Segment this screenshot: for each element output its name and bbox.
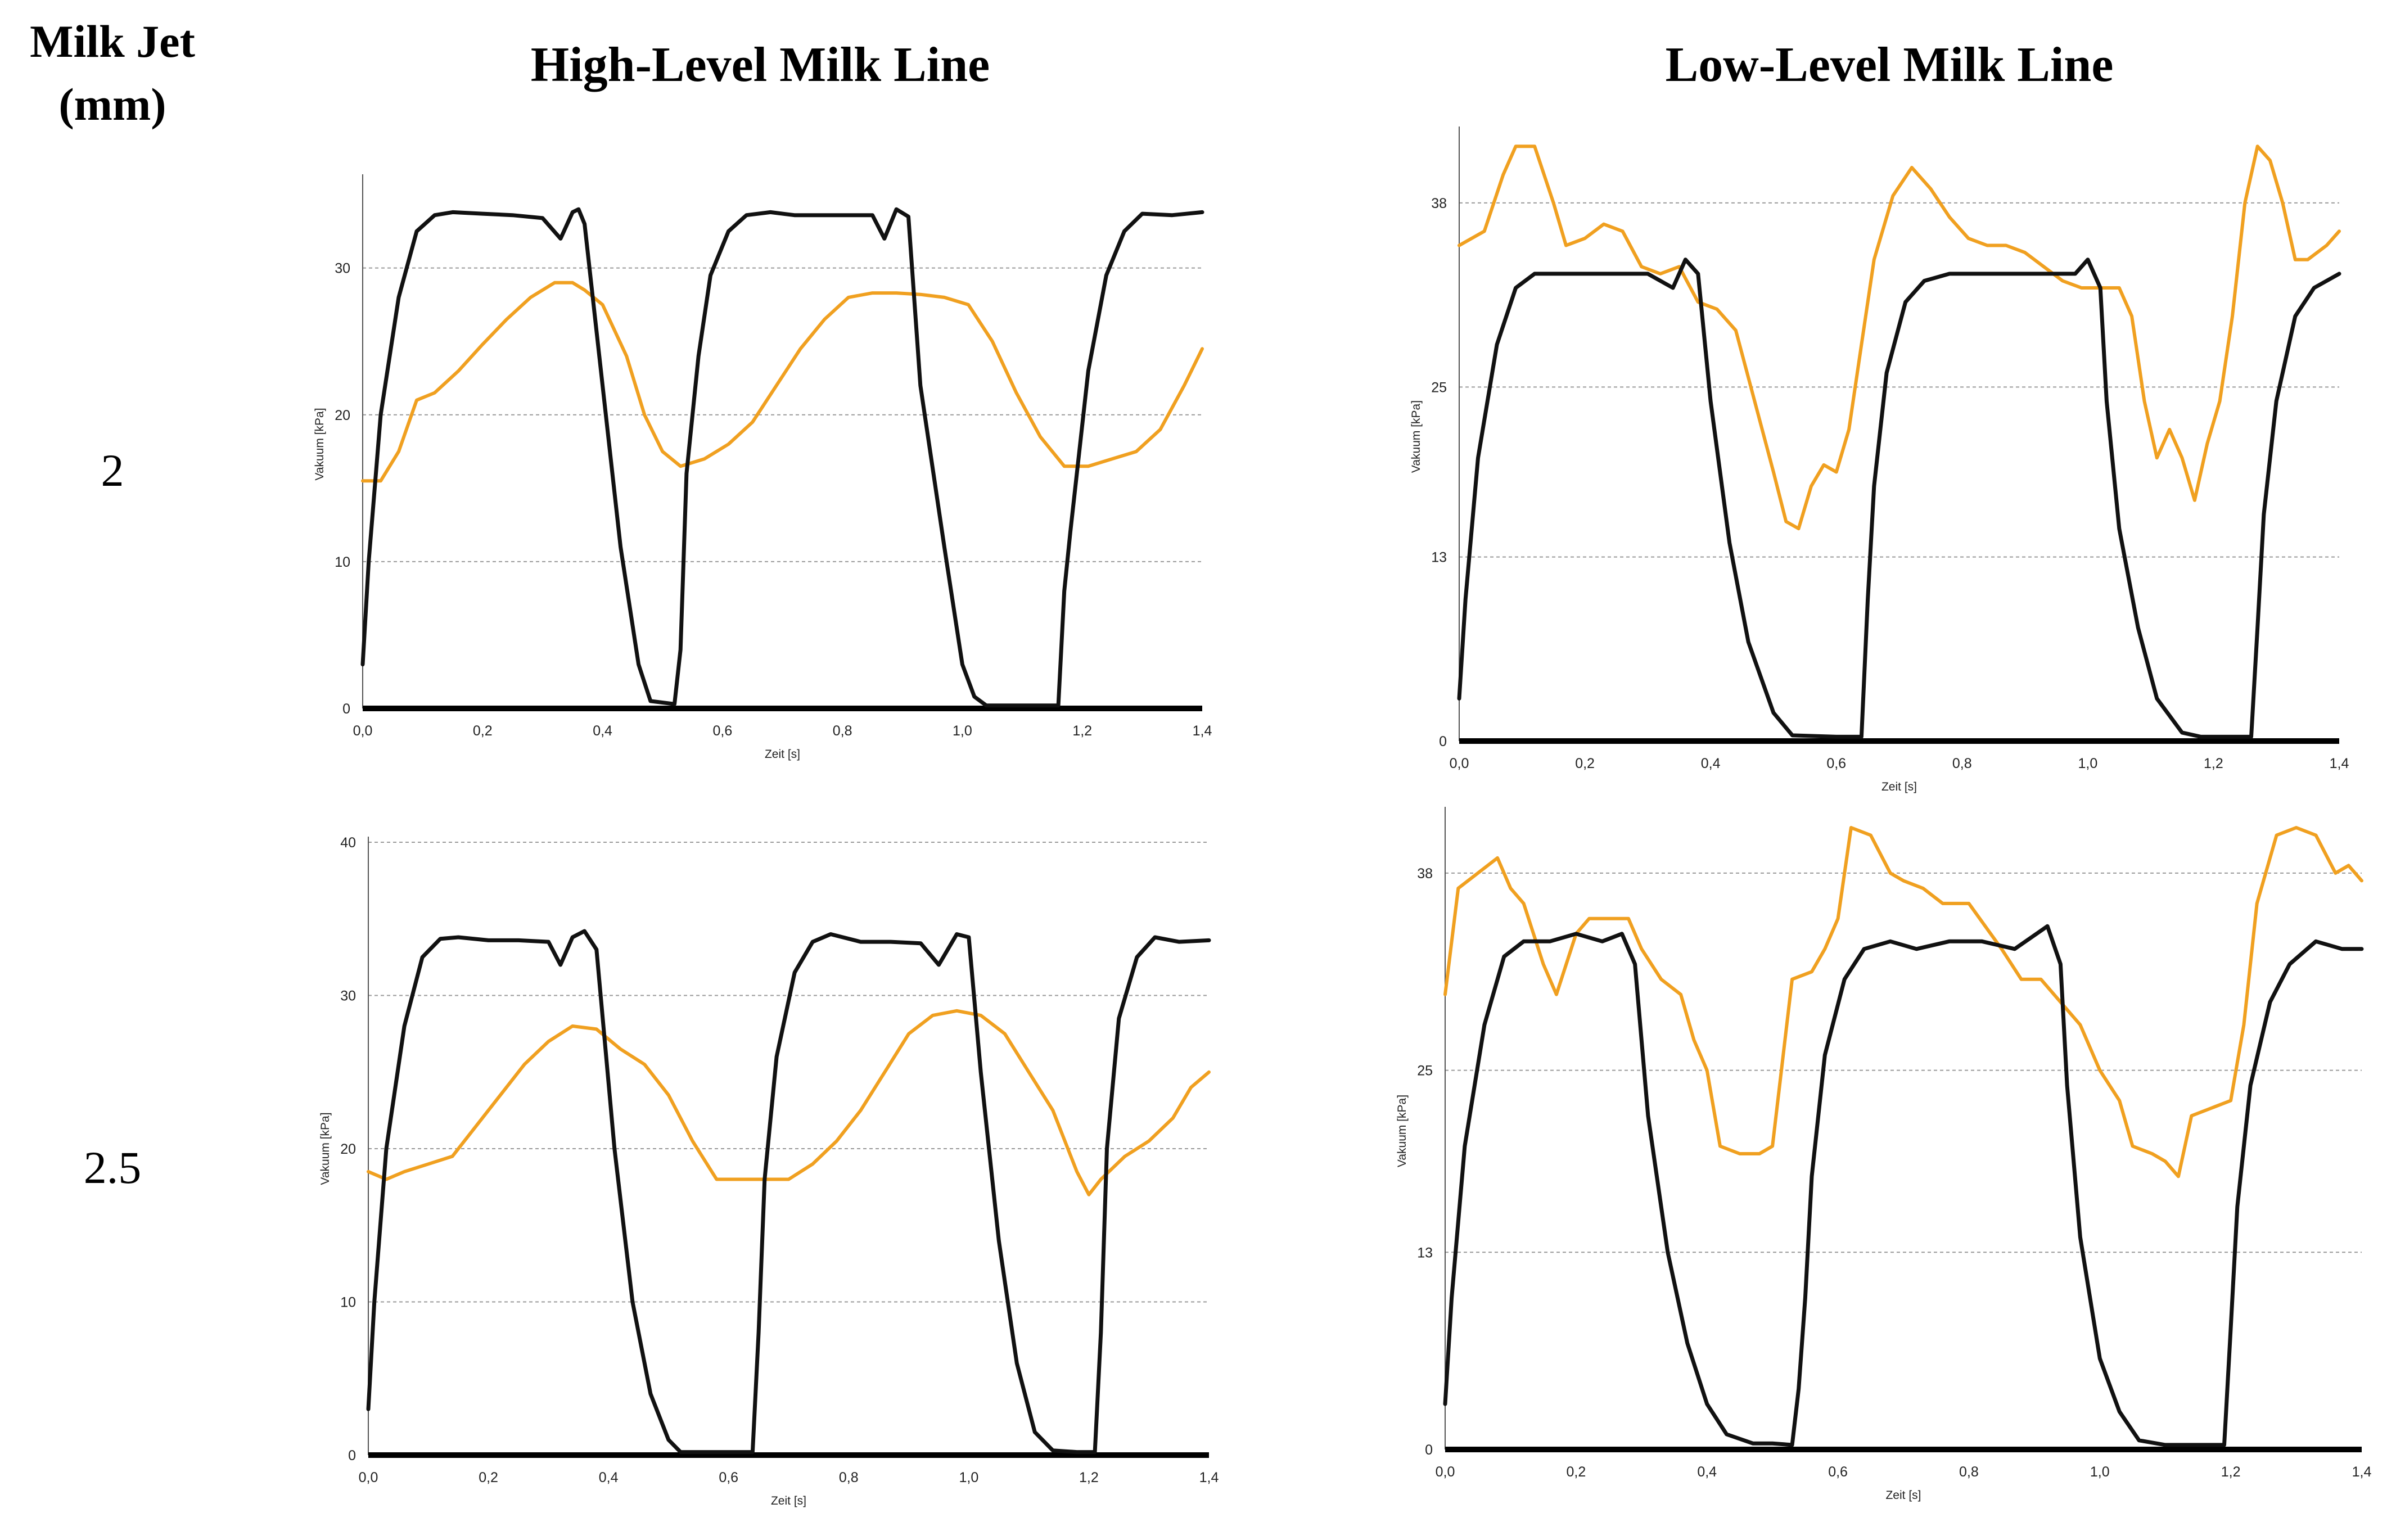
- x-tick-label: 0,0: [359, 1470, 378, 1485]
- y-tick-label: 38: [1417, 866, 1433, 882]
- x-tick-label: 1,0: [2090, 1464, 2110, 1480]
- y-tick-label: 25: [1431, 380, 1447, 395]
- y-tick-label: 0: [342, 701, 350, 717]
- series-line-milk: [1443, 826, 2363, 1178]
- x-tick-label: 0,0: [1450, 756, 1469, 771]
- x-tick-label: 0,2: [1566, 1464, 1586, 1480]
- column-title-high-level: High-Level Milk Line: [530, 38, 990, 92]
- y-tick-label: 25: [1417, 1063, 1433, 1079]
- x-tick-label: 0,8: [1952, 756, 1972, 771]
- x-tick-label: 1,4: [2352, 1464, 2372, 1480]
- x-tick-label: 1,4: [1199, 1470, 1219, 1485]
- row-label-2mm: 2: [101, 445, 124, 496]
- y-tick-label: 20: [335, 408, 350, 423]
- series-line-milk: [1458, 144, 2341, 531]
- y-tick-label: 10: [335, 554, 350, 570]
- y-axis-label: Vakuum [kPa]: [319, 1112, 332, 1185]
- x-tick-label: 0,4: [593, 723, 612, 739]
- x-axis-label: Zeit [s]: [771, 1494, 806, 1507]
- row-header: Milk Jet (mm): [0, 10, 225, 136]
- series-line-pulsation: [1457, 258, 2341, 739]
- y-tick-label: 10: [340, 1295, 356, 1311]
- x-tick-label: 1,0: [2078, 756, 2097, 771]
- y-tick-label: 30: [340, 988, 356, 1004]
- x-tick-label: 0,8: [839, 1470, 859, 1485]
- x-tick-label: 0,0: [1436, 1464, 1455, 1480]
- y-tick-label: 40: [340, 835, 356, 851]
- x-tick-label: 0,6: [719, 1470, 738, 1485]
- x-axis-label: Zeit [s]: [765, 748, 800, 761]
- row-label-2-5mm: 2.5: [83, 1142, 142, 1193]
- row-header-line-2: (mm): [58, 79, 166, 130]
- x-tick-label: 1,0: [959, 1470, 978, 1485]
- y-tick-label: 13: [1417, 1245, 1433, 1261]
- series-line-milk: [361, 281, 1204, 483]
- series-line-pulsation: [366, 929, 1211, 1455]
- y-axis-label: Vakuum [kPa]: [1396, 1095, 1409, 1167]
- column-title-low-level: Low-Level Milk Line: [1665, 38, 2114, 92]
- x-tick-label: 0,2: [473, 723, 493, 739]
- x-tick-label: 1,0: [953, 723, 972, 739]
- series-line-pulsation: [1443, 924, 2364, 1447]
- x-tick-label: 1,2: [1079, 1470, 1099, 1485]
- y-tick-label: 0: [1425, 1442, 1433, 1458]
- y-axis-label: Vakuum [kPa]: [313, 408, 326, 480]
- x-tick-label: 0,8: [1959, 1464, 1979, 1480]
- x-axis-label: Zeit [s]: [1881, 780, 1917, 793]
- x-tick-label: 0,2: [479, 1470, 498, 1485]
- y-tick-label: 30: [335, 261, 350, 277]
- y-axis-label: Vakuum [kPa]: [1410, 400, 1423, 473]
- y-tick-label: 0: [1439, 734, 1447, 749]
- x-tick-label: 1,2: [1072, 723, 1092, 739]
- x-tick-label: 0,4: [1701, 756, 1721, 771]
- series-line-pulsation: [360, 207, 1204, 708]
- x-tick-label: 0,0: [353, 723, 373, 739]
- x-tick-label: 0,4: [1697, 1464, 1717, 1480]
- x-tick-label: 1,4: [2330, 756, 2349, 771]
- row-header-line-1: Milk Jet: [30, 16, 195, 67]
- x-tick-label: 0,4: [599, 1470, 619, 1485]
- x-tick-label: 0,8: [833, 723, 852, 739]
- series-line-milk: [367, 1009, 1211, 1196]
- x-tick-label: 1,4: [1193, 723, 1212, 739]
- y-tick-label: 0: [348, 1448, 356, 1464]
- y-tick-label: 20: [340, 1141, 356, 1157]
- x-tick-label: 0,2: [1575, 756, 1595, 771]
- y-tick-label: 38: [1431, 196, 1447, 211]
- y-tick-label: 13: [1431, 550, 1447, 566]
- x-tick-label: 1,2: [2221, 1464, 2241, 1480]
- x-tick-label: 0,6: [1826, 756, 1846, 771]
- x-axis-label: Zeit [s]: [1885, 1489, 1921, 1502]
- x-tick-label: 0,6: [712, 723, 732, 739]
- x-tick-label: 1,2: [2204, 756, 2223, 771]
- x-tick-label: 0,6: [1828, 1464, 1848, 1480]
